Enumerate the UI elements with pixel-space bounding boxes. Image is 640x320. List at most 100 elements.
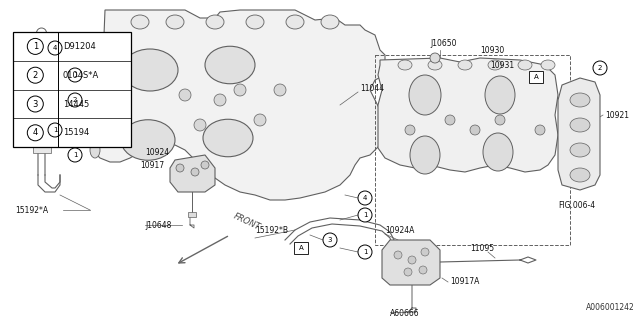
- Circle shape: [48, 123, 62, 137]
- Bar: [188, 212, 196, 217]
- Text: 0104S*A: 0104S*A: [63, 71, 99, 80]
- Text: 10917A: 10917A: [450, 277, 479, 286]
- Ellipse shape: [518, 60, 532, 70]
- Text: 10924: 10924: [145, 148, 169, 156]
- Text: FIG.006-4: FIG.006-4: [558, 201, 595, 210]
- Text: 1: 1: [52, 127, 57, 133]
- Ellipse shape: [205, 46, 255, 84]
- Circle shape: [405, 125, 415, 135]
- Ellipse shape: [570, 143, 590, 157]
- Ellipse shape: [166, 15, 184, 29]
- Text: 11095: 11095: [470, 244, 494, 252]
- Circle shape: [358, 245, 372, 259]
- Text: 3: 3: [328, 237, 332, 243]
- Circle shape: [28, 125, 44, 141]
- Circle shape: [194, 119, 206, 131]
- Ellipse shape: [541, 60, 555, 70]
- Text: 11044: 11044: [360, 84, 384, 92]
- Text: 2: 2: [33, 71, 38, 80]
- Polygon shape: [88, 10, 385, 200]
- Circle shape: [408, 256, 416, 264]
- Ellipse shape: [121, 120, 175, 160]
- Ellipse shape: [488, 60, 502, 70]
- Circle shape: [430, 53, 440, 63]
- Circle shape: [254, 114, 266, 126]
- Text: 15192*A: 15192*A: [15, 205, 48, 214]
- Ellipse shape: [90, 107, 100, 123]
- Circle shape: [419, 266, 427, 274]
- Bar: [33, 147, 51, 153]
- Circle shape: [445, 115, 455, 125]
- Circle shape: [394, 251, 402, 259]
- Text: 15194: 15194: [63, 128, 89, 137]
- Ellipse shape: [428, 60, 442, 70]
- Circle shape: [358, 208, 372, 222]
- Ellipse shape: [206, 15, 224, 29]
- Text: 1: 1: [73, 72, 77, 78]
- Text: D91204: D91204: [63, 42, 95, 51]
- FancyBboxPatch shape: [294, 242, 308, 254]
- Circle shape: [68, 68, 82, 82]
- Ellipse shape: [286, 15, 304, 29]
- Ellipse shape: [246, 15, 264, 29]
- Text: 2: 2: [598, 65, 602, 71]
- Text: 10917: 10917: [140, 161, 164, 170]
- Ellipse shape: [410, 136, 440, 174]
- Circle shape: [68, 148, 82, 162]
- Polygon shape: [382, 240, 440, 285]
- Text: 1: 1: [73, 152, 77, 158]
- Circle shape: [404, 268, 412, 276]
- Ellipse shape: [458, 60, 472, 70]
- Ellipse shape: [203, 119, 253, 157]
- Text: 4: 4: [33, 128, 38, 137]
- Text: 4: 4: [53, 45, 57, 51]
- Text: A: A: [534, 74, 538, 80]
- Text: 15192*B: 15192*B: [255, 226, 288, 235]
- Circle shape: [593, 61, 607, 75]
- Ellipse shape: [90, 67, 100, 83]
- Circle shape: [495, 115, 505, 125]
- Text: FRONT: FRONT: [232, 212, 262, 232]
- Bar: [33, 57, 51, 63]
- Text: J10648: J10648: [145, 220, 172, 229]
- Text: 1: 1: [363, 212, 367, 218]
- Circle shape: [234, 84, 246, 96]
- Circle shape: [201, 161, 209, 169]
- Polygon shape: [170, 155, 215, 192]
- Text: A006001242: A006001242: [586, 303, 635, 312]
- Circle shape: [68, 93, 82, 107]
- Polygon shape: [558, 78, 600, 190]
- Polygon shape: [378, 58, 558, 172]
- Circle shape: [535, 125, 545, 135]
- Circle shape: [36, 28, 47, 38]
- Ellipse shape: [570, 168, 590, 182]
- Bar: [375, 55, 570, 245]
- Text: 3: 3: [33, 100, 38, 108]
- Text: 10921: 10921: [605, 110, 629, 119]
- Circle shape: [179, 89, 191, 101]
- Ellipse shape: [485, 76, 515, 114]
- Circle shape: [28, 67, 44, 83]
- Circle shape: [274, 84, 286, 96]
- Circle shape: [214, 94, 226, 106]
- Text: 14445: 14445: [63, 100, 89, 108]
- Ellipse shape: [90, 142, 100, 158]
- Circle shape: [191, 168, 199, 176]
- Text: J10650: J10650: [430, 38, 456, 47]
- Ellipse shape: [409, 75, 441, 115]
- Circle shape: [28, 96, 44, 112]
- Text: 2: 2: [73, 97, 77, 103]
- Ellipse shape: [483, 133, 513, 171]
- Circle shape: [48, 41, 62, 55]
- Circle shape: [176, 164, 184, 172]
- Bar: [33, 87, 51, 93]
- Text: 4: 4: [363, 195, 367, 201]
- Circle shape: [28, 38, 44, 54]
- FancyBboxPatch shape: [529, 71, 543, 83]
- Ellipse shape: [398, 60, 412, 70]
- Text: 10924A: 10924A: [385, 226, 414, 235]
- Circle shape: [323, 233, 337, 247]
- Text: 1: 1: [33, 42, 38, 51]
- Circle shape: [421, 248, 429, 256]
- Ellipse shape: [122, 49, 178, 91]
